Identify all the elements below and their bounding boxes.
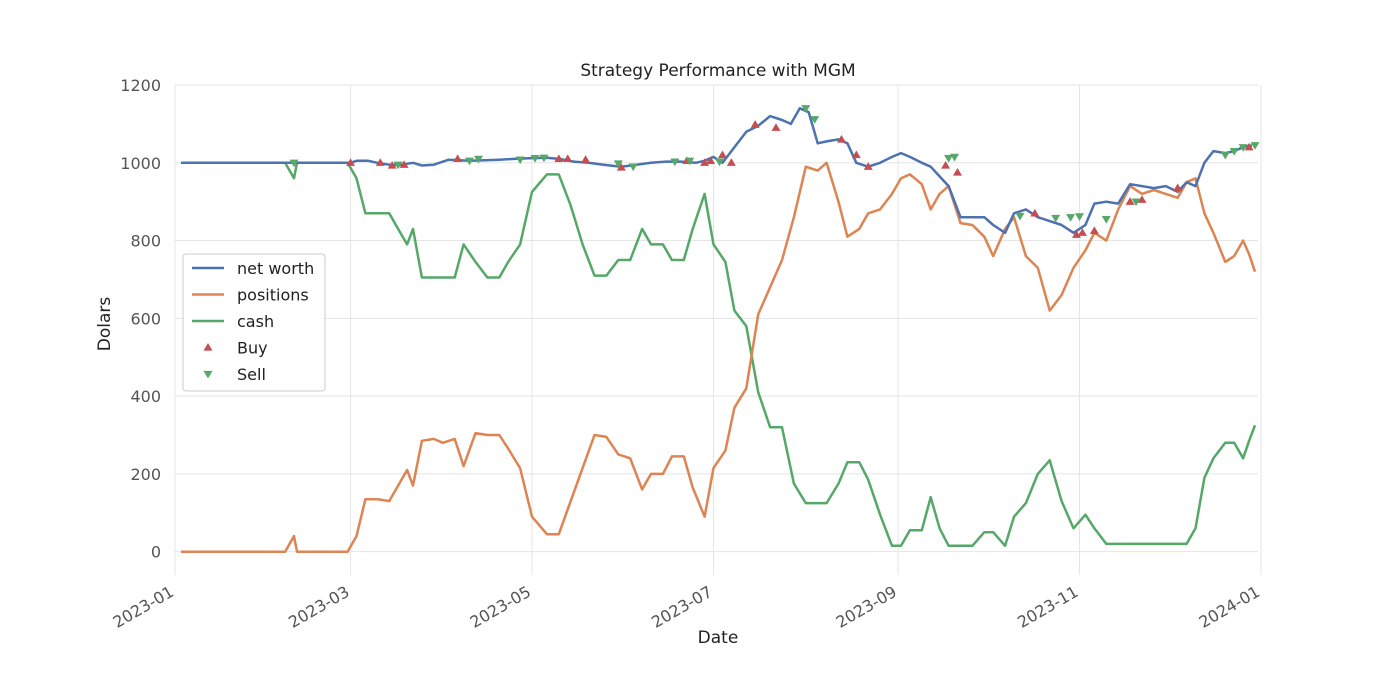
marker-buy — [563, 154, 573, 163]
marker-sell — [1229, 147, 1239, 156]
marker-sell — [530, 154, 540, 163]
marker-sell — [950, 153, 960, 162]
x-tick-label: 2023-01 — [110, 582, 177, 632]
x-tick-label: 2023-05 — [467, 582, 534, 632]
legend-swatch-buy — [203, 343, 213, 351]
marker-sell — [1066, 214, 1076, 222]
marker-buy — [1030, 208, 1040, 217]
marker-buy — [581, 155, 591, 163]
marker-sell — [1220, 151, 1230, 160]
marker-buy — [700, 158, 710, 166]
y-tick-label: 200 — [130, 465, 161, 484]
marker-buy — [717, 150, 727, 159]
y-tick-label: 600 — [130, 309, 161, 328]
legend: net worth positions cash Buy Sell — [182, 253, 326, 392]
marker-sell — [810, 116, 820, 124]
marker-buy — [1072, 230, 1082, 238]
marker-buy — [836, 134, 846, 143]
series-line-net-worth — [181, 107, 1253, 235]
y-tick-label: 0 — [151, 543, 161, 562]
legend-swatch-sell — [203, 370, 213, 379]
marker-buy — [750, 120, 760, 128]
legend-box — [182, 253, 326, 392]
x-tick-label: 2024-01 — [1196, 582, 1263, 632]
marker-buy — [851, 150, 861, 159]
marker-buy — [771, 123, 781, 131]
marker-sell — [714, 158, 724, 167]
y-axis-label: Dolars — [95, 297, 115, 352]
marker-buy — [1089, 226, 1099, 234]
marker-buy — [1125, 197, 1135, 205]
marker-sell — [1074, 213, 1084, 221]
marker-sell — [539, 154, 549, 163]
marker-buy — [1137, 195, 1147, 203]
marker-sell — [1101, 216, 1111, 224]
marker-buy — [706, 156, 716, 164]
marker-sell — [613, 160, 623, 169]
marker-buy — [346, 158, 356, 166]
legend-label-buy: Buy — [237, 339, 268, 358]
marker-sell — [801, 105, 811, 113]
marker-sell — [944, 154, 954, 163]
marker-buy — [616, 162, 626, 171]
legend-label-positions: positions — [237, 286, 309, 305]
marker-buy — [387, 161, 397, 169]
grid-lines — [174, 84, 1262, 575]
y-tick-label: 800 — [130, 232, 161, 251]
marker-layer — [289, 105, 1260, 238]
marker-sell — [393, 161, 403, 170]
x-tick-label: 2023-11 — [1014, 582, 1081, 632]
marker-buy — [952, 168, 962, 176]
y-tick-label: 1000 — [120, 154, 161, 173]
marker-buy — [863, 162, 873, 170]
series-line-positions — [181, 161, 1257, 553]
marker-sell — [670, 158, 680, 167]
marker-buy — [453, 154, 463, 163]
marker-buy — [941, 161, 951, 169]
marker-buy — [726, 158, 736, 166]
x-tick-label: 2023-03 — [285, 582, 352, 632]
marker-sell — [473, 155, 483, 164]
marker-buy — [1244, 142, 1254, 151]
marker-sell — [628, 163, 638, 172]
legend-label-cash: cash — [237, 312, 274, 331]
marker-sell — [1250, 142, 1260, 150]
y-tick-label: 1200 — [120, 76, 161, 95]
marker-sell — [289, 159, 299, 168]
marker-buy — [399, 160, 409, 168]
marker-sell — [1131, 198, 1141, 207]
marker-sell — [515, 156, 525, 165]
x-tick-label: 2023-07 — [648, 582, 715, 632]
marker-sell — [1238, 144, 1248, 152]
legend-label-net-worth: net worth — [237, 259, 314, 278]
x-axis-label: Date — [698, 628, 739, 648]
marker-sell — [685, 157, 695, 166]
marker-sell — [1015, 212, 1025, 221]
chart-title: Strategy Performance with MGM — [580, 61, 855, 81]
legend-label-sell: Sell — [237, 365, 266, 384]
marker-buy — [1077, 228, 1087, 236]
series-layer — [181, 107, 1257, 553]
marker-buy — [1173, 183, 1183, 192]
marker-sell — [1051, 214, 1061, 223]
marker-buy — [554, 154, 564, 163]
series-line-cash — [181, 161, 1257, 548]
x-tick-label: 2023-09 — [833, 582, 900, 632]
marker-sell — [465, 157, 475, 166]
marker-buy — [375, 158, 385, 166]
y-tick-label: 400 — [130, 387, 161, 406]
